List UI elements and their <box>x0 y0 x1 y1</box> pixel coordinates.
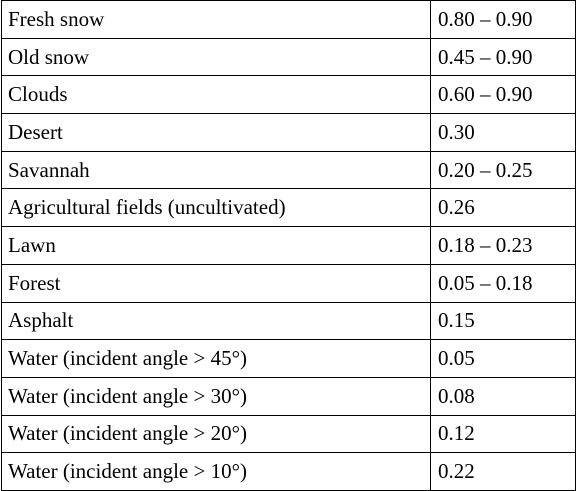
albedo-cell: 0.05 <box>430 339 576 378</box>
surface-cell: Water (incident angle > 20°) <box>1 414 431 454</box>
albedo-cell: 0.22 <box>430 452 576 491</box>
table-row: Savannah 0.20 – 0.25 <box>1 150 576 190</box>
albedo-cell: 0.12 <box>430 414 576 454</box>
table-row: Water (incident angle > 20°) 0.12 <box>1 414 576 454</box>
surface-cell: Desert <box>1 113 431 152</box>
albedo-cell: 0.05 – 0.18 <box>430 263 576 303</box>
table-row: Agricultural fields (uncultivated) 0.26 <box>1 188 576 228</box>
table-row: Water (incident angle > 10°) 0.22 <box>1 452 576 491</box>
albedo-cell: 0.30 <box>430 113 576 152</box>
table-row: Water (incident angle > 45°) 0.05 <box>1 339 576 378</box>
albedo-cell: 0.08 <box>430 376 576 416</box>
surface-cell: Asphalt <box>1 301 431 341</box>
albedo-cell: 0.20 – 0.25 <box>430 150 576 190</box>
surface-cell: Clouds <box>1 75 431 115</box>
surface-cell: Water (incident angle > 30°) <box>1 376 431 416</box>
surface-cell: Agricultural fields (uncultivated) <box>1 188 431 228</box>
table-row: Desert 0.30 <box>1 113 576 152</box>
table-row: Clouds 0.60 – 0.90 <box>1 75 576 115</box>
table-row: Asphalt 0.15 <box>1 301 576 341</box>
surface-cell: Fresh snow <box>1 0 431 39</box>
table-row: Old snow 0.45 – 0.90 <box>1 37 576 77</box>
surface-cell: Water (incident angle > 10°) <box>1 452 431 491</box>
surface-cell: Forest <box>1 263 431 303</box>
table-row: Forest 0.05 – 0.18 <box>1 263 576 303</box>
table-row: Fresh snow 0.80 – 0.90 <box>1 0 576 39</box>
table-row: Water (incident angle > 30°) 0.08 <box>1 376 576 416</box>
albedo-cell: 0.18 – 0.23 <box>430 226 576 265</box>
albedo-cell: 0.26 <box>430 188 576 228</box>
surface-cell: Savannah <box>1 150 431 190</box>
surface-cell: Water (incident angle > 45°) <box>1 339 431 378</box>
albedo-cell: 0.60 – 0.90 <box>430 75 576 115</box>
albedo-cell: 0.80 – 0.90 <box>430 0 576 39</box>
table-row: Lawn 0.18 – 0.23 <box>1 226 576 265</box>
surface-cell: Old snow <box>1 37 431 77</box>
surface-cell: Lawn <box>1 226 431 265</box>
albedo-cell: 0.45 – 0.90 <box>430 37 576 77</box>
albedo-cell: 0.15 <box>430 301 576 341</box>
